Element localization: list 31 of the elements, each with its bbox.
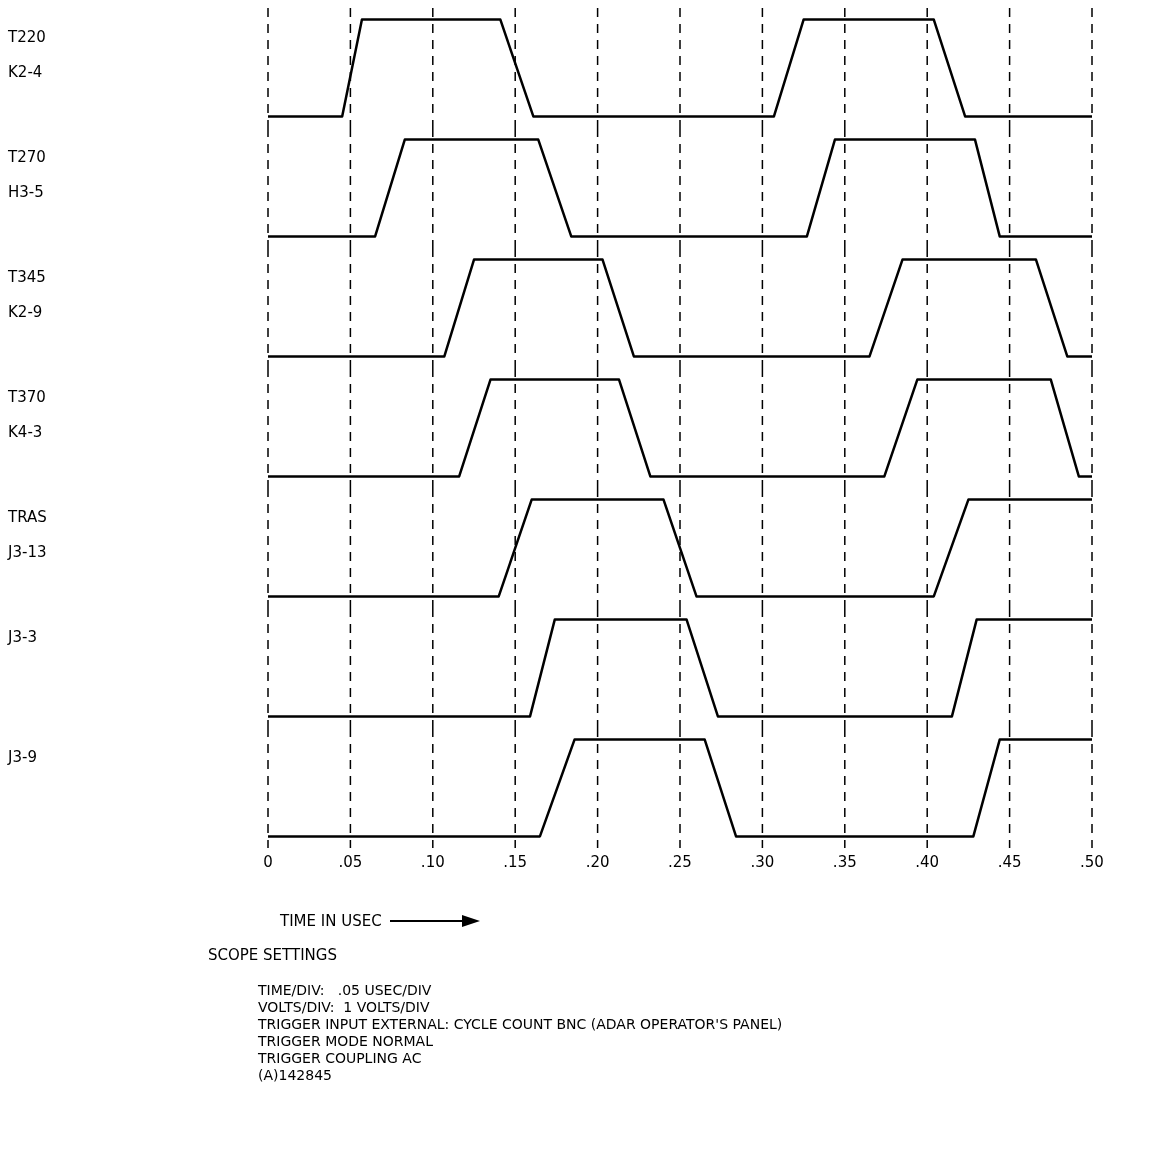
x-tick-label: .35: [832, 852, 857, 871]
x-tick-label: .15: [503, 852, 528, 871]
text: VOLTS/DIV: 1 VOLTS/DIV: [258, 999, 431, 1016]
text: K4-3: [8, 422, 44, 443]
x-tick-label: 0: [263, 852, 273, 871]
text: TIME/DIV: .05 USEC/DIV: [258, 982, 433, 999]
text: SCOPE SETTINGS: [208, 946, 338, 964]
text: TRIGGER MODE NORMAL: [258, 1033, 434, 1050]
x-tick-label: .45: [997, 852, 1022, 871]
x-tick-label: .40: [915, 852, 940, 871]
text: (A)142845: [258, 1067, 333, 1084]
x-tick-label: .25: [668, 852, 692, 871]
x-tick-label: .05: [338, 852, 363, 871]
text: TRIGGER COUPLING AC: [258, 1050, 423, 1067]
x-tick-label: .50: [1080, 852, 1104, 871]
text: H3-5: [8, 182, 45, 203]
text: TRAS: [8, 507, 47, 528]
x-axis-title: TIME IN USEC: [280, 912, 382, 930]
text: T345: [8, 267, 46, 288]
text: J3-3: [8, 627, 37, 648]
text: T220: [8, 27, 46, 48]
text: J3-13: [8, 542, 47, 563]
text: T370: [8, 387, 46, 408]
text: J3-9: [8, 747, 37, 768]
text: K2-4: [8, 62, 44, 83]
x-tick-label: .10: [420, 852, 445, 871]
text: T270: [8, 147, 46, 168]
text: K2-9: [8, 302, 44, 323]
text: TRIGGER INPUT EXTERNAL: CYCLE COUNT BNC (ADAR OPERATOR'S PANEL): [258, 1016, 784, 1033]
x-tick-label: .30: [750, 852, 775, 871]
x-tick-label: .20: [585, 852, 610, 871]
